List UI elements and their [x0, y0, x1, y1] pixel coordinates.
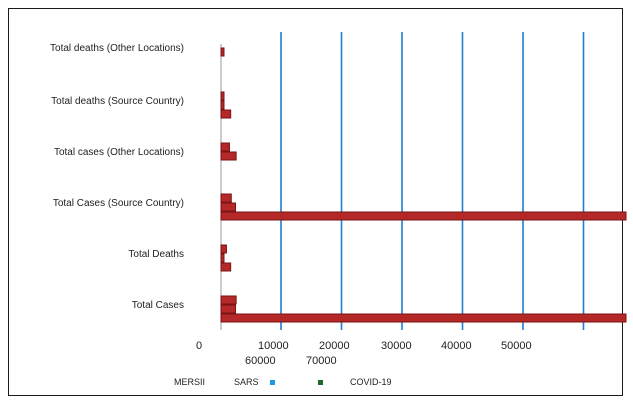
bar-sars-total-cases-other-locations — [220, 151, 237, 161]
category-label-total-deaths-source-country: Total deaths (Source Country) — [51, 96, 184, 107]
x-tick-labels: 0 10000 20000 30000 40000 50000 60000 70000 — [196, 340, 532, 367]
bar-mers-total-cases-other-locations — [220, 142, 230, 152]
x-tick-label-70000: 70000 — [306, 355, 337, 367]
category-label-total-cases-other-locations: Total cases (Other Locations) — [54, 147, 184, 158]
legend: MERSII SARS COVID-19 — [174, 377, 392, 387]
bar-sars-total-cases-source-country — [220, 202, 237, 212]
x-tick-label-0: 0 — [196, 340, 202, 352]
legend-label-sars: SARS — [234, 377, 259, 387]
legend-label-covid: COVID-19 — [350, 377, 392, 387]
bar-covid-19-total-deaths — [220, 262, 232, 272]
bar-covid-19-total-cases-source-country — [220, 211, 627, 221]
category-label-total-deaths-other-locations: Total deaths (Other Locations) — [50, 43, 184, 54]
bar-sars-total-deaths — [220, 253, 225, 263]
bar-mers-total-cases — [220, 295, 237, 305]
bar-mers-total-cases-source-country — [220, 193, 232, 203]
bar-mers-total-deaths — [220, 244, 227, 254]
x-tick-label-30000: 30000 — [381, 340, 412, 352]
legend-label-mers: MERSII — [174, 377, 205, 387]
x-tick-label-40000: 40000 — [441, 340, 472, 352]
bar-covid-19-total-deaths-source-country — [220, 109, 232, 119]
bar-sars-total-deaths-source-country — [220, 100, 225, 110]
chart-frame — [8, 8, 623, 396]
x-tick-label-50000: 50000 — [501, 340, 532, 352]
legend-marker-sars — [270, 380, 275, 385]
bar-covid-19-total-cases — [220, 313, 627, 323]
bar-mers-total-deaths-source-country — [220, 91, 225, 101]
category-label-total-cases-source-country: Total Cases (Source Country) — [53, 198, 184, 209]
category-labels: Total deaths (Other Locations) Total deat… — [50, 43, 184, 311]
bar-sars-total-cases — [220, 304, 237, 314]
gridlines — [220, 32, 585, 330]
bar-sars-total-deaths-other-locations — [220, 47, 225, 57]
category-label-total-cases: Total Cases — [132, 300, 184, 311]
legend-marker-covid — [318, 380, 323, 385]
x-tick-label-60000: 60000 — [245, 355, 276, 367]
x-tick-label-20000: 20000 — [319, 340, 350, 352]
bars — [220, 47, 627, 323]
category-label-total-deaths: Total Deaths — [128, 249, 184, 260]
x-tick-label-10000: 10000 — [258, 340, 289, 352]
